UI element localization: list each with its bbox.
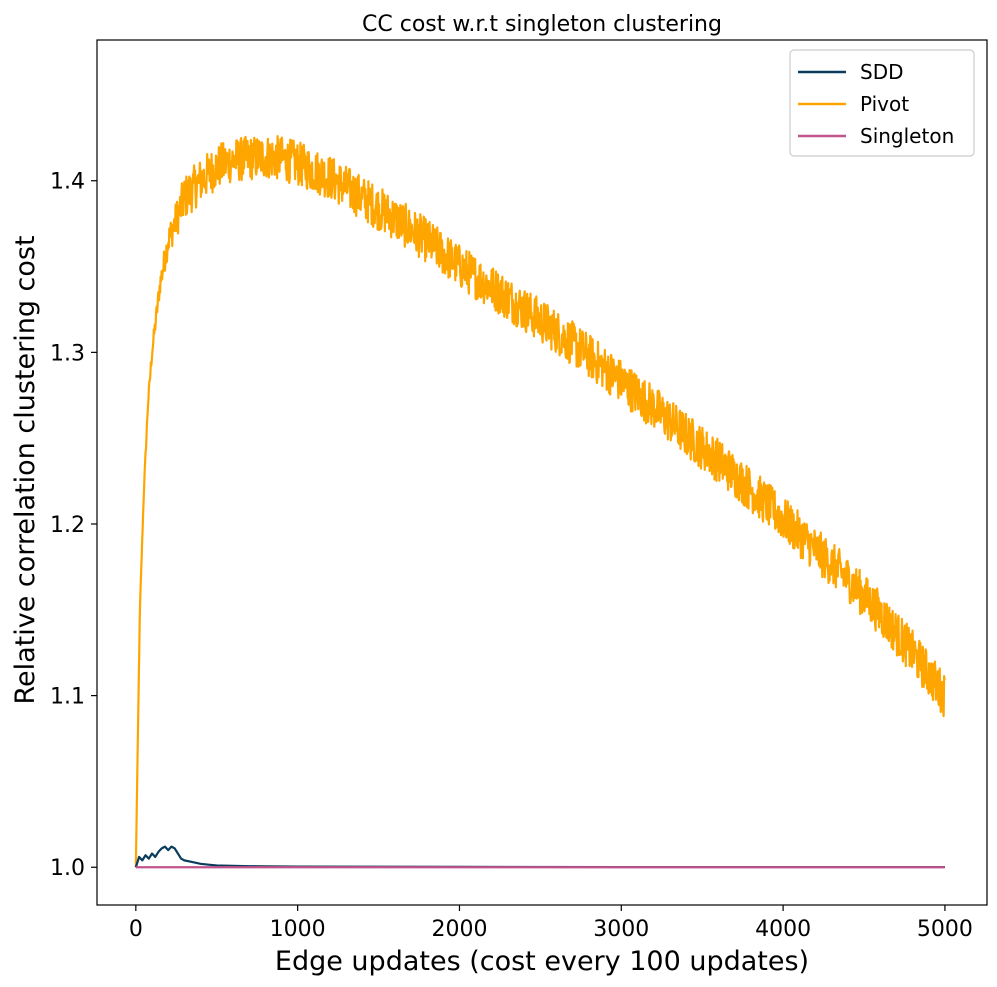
legend: SDD Pivot Singleton: [789, 49, 975, 157]
legend-box: [789, 49, 975, 157]
x-tick-label: 4000: [755, 917, 811, 942]
x-tick-label: 1000: [270, 917, 326, 942]
plot-area: [96, 39, 988, 906]
y-tick-label: 1.2: [50, 513, 85, 538]
x-axis: 0 1000 2000 3000 4000 5000: [129, 905, 973, 942]
legend-label-sdd: SDD: [860, 60, 904, 84]
y-axis: 1.0 1.1 1.2 1.3 1.4: [50, 170, 97, 881]
legend-label-pivot: Pivot: [860, 92, 909, 116]
y-tick-label: 1.0: [50, 856, 85, 881]
y-tick-label: 1.4: [50, 170, 85, 195]
y-axis-label: Relative correlation clustering cost: [10, 235, 41, 704]
x-tick-label: 0: [129, 917, 143, 942]
series-line-pivot: [134, 134, 946, 868]
legend-label-singleton: Singleton: [860, 124, 954, 148]
y-tick-label: 1.1: [50, 685, 85, 710]
x-axis-label: Edge updates (cost every 100 updates): [275, 946, 809, 977]
series-layer: [134, 134, 946, 869]
x-tick-label: 5000: [917, 917, 973, 942]
x-tick-label: 2000: [431, 917, 487, 942]
plot-frame: [96, 39, 988, 906]
series-line-sdd: [134, 845, 945, 869]
chart-title: CC cost w.r.t singleton clustering: [362, 12, 722, 37]
y-tick-label: 1.3: [50, 341, 85, 366]
x-tick-label: 3000: [593, 917, 649, 942]
